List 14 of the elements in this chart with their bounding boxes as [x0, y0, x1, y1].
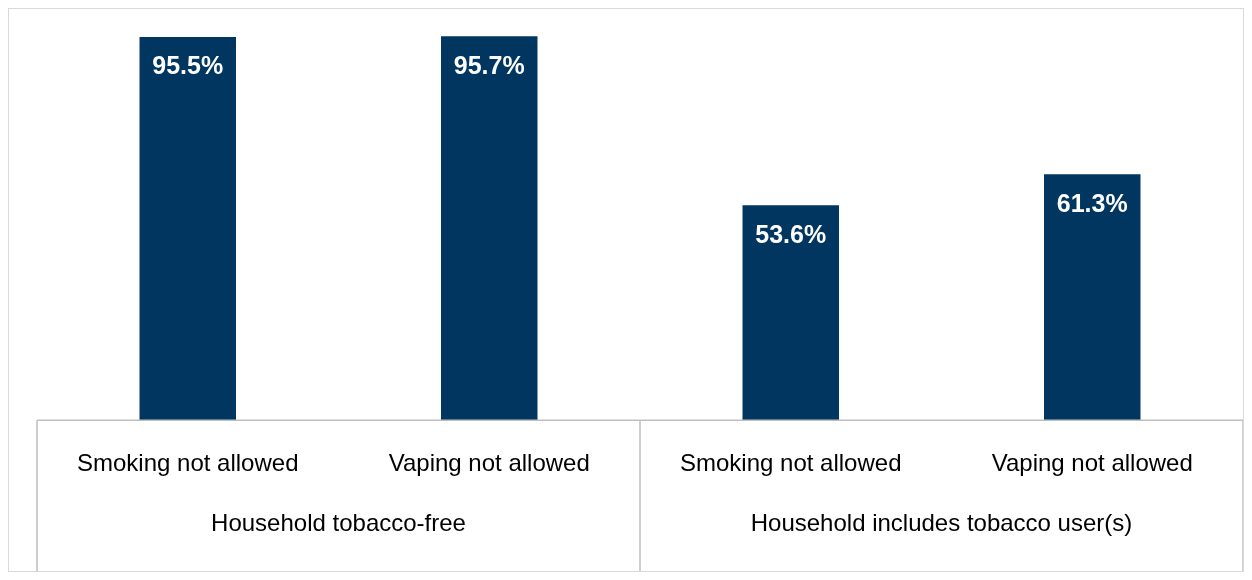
text: Household tobacco-free	[211, 508, 466, 536]
bar	[742, 205, 839, 421]
bar	[139, 37, 236, 421]
x-tick-label: Smoking not allowed	[680, 449, 902, 477]
x-tick-label: Smoking not allowed	[77, 449, 299, 477]
bar	[1044, 174, 1141, 421]
data-label: 95.5%	[152, 51, 224, 80]
data-label: 53.6%	[755, 219, 827, 248]
x-tick-label: Vaping not allowed	[991, 449, 1193, 477]
bar	[441, 36, 538, 421]
x-tick-label: Vaping not allowed	[388, 449, 590, 477]
data-label: 61.3%	[1056, 188, 1128, 217]
data-label: 95.7%	[453, 50, 525, 79]
text: Household includes tobacco user(s)	[750, 508, 1133, 536]
